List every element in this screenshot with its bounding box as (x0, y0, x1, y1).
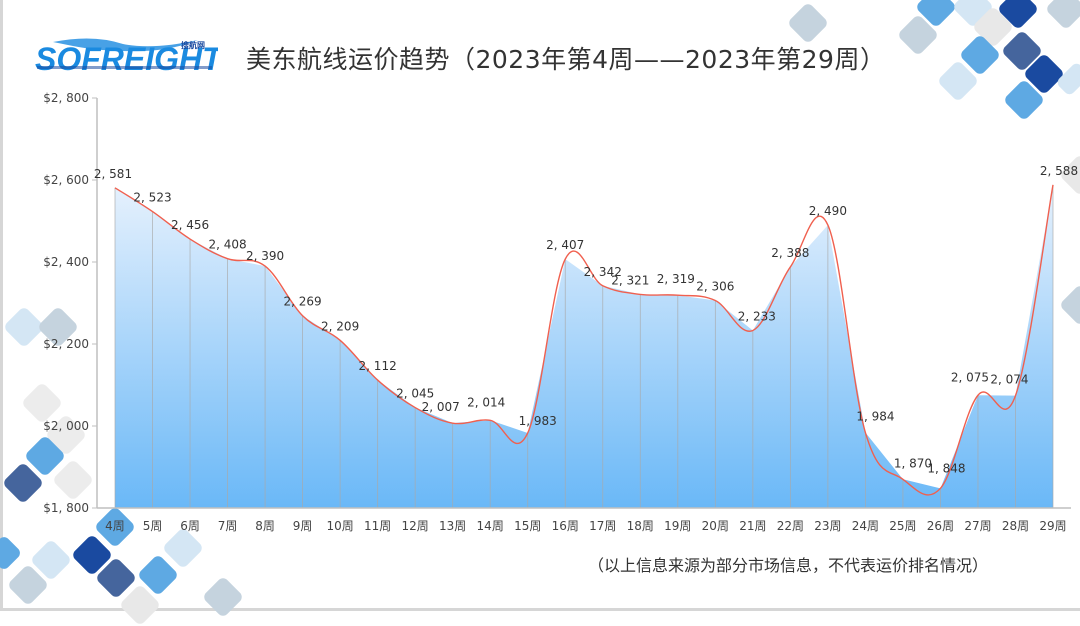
x-tick-label: 6周 (180, 519, 200, 533)
x-tick-label: 15周 (514, 519, 541, 533)
data-label: 2, 007 (422, 400, 460, 414)
y-tick-label: $1, 800 (43, 501, 89, 515)
x-tick-label: 29周 (1039, 519, 1066, 533)
x-tick-label: 5周 (143, 519, 163, 533)
x-tick-label: 11周 (364, 519, 391, 533)
y-axis: $1, 800 $2, 000 $2, 200 $2, 400 $2, 600 $2, 8… (43, 91, 98, 515)
data-label: 1, 870 (894, 456, 932, 470)
data-label: 2, 233 (738, 309, 776, 323)
data-label: 2, 306 (696, 280, 734, 294)
x-tick-label: 22周 (777, 519, 804, 533)
data-label: 1, 848 (927, 461, 965, 475)
area-fill (115, 184, 1053, 509)
data-label: 1, 983 (519, 414, 557, 428)
data-label: 2, 112 (359, 359, 397, 373)
chart-title: 美东航线运价趋势（2023年第4周——2023年第29周） (246, 45, 886, 74)
data-label: 2, 581 (94, 167, 132, 181)
x-tick-label: 26周 (927, 519, 954, 533)
y-tick-label: $2, 800 (43, 91, 89, 105)
x-tick-label: 10周 (326, 519, 353, 533)
y-tick-label: $2, 600 (43, 173, 89, 187)
area-chart: $1, 800 $2, 000 $2, 200 $2, 400 $2, 600 $2, 8… (43, 91, 1078, 533)
x-axis: 4周 5周 6周 7周 8周 9周 10周 11周 12周 13周 14周 15周 16周 17周 18周 1… (97, 507, 1071, 533)
x-tick-label: 4周 (105, 519, 125, 533)
data-label: 2, 390 (246, 249, 284, 263)
x-tick-label: 23周 (814, 519, 841, 533)
x-tick-label: 16周 (552, 519, 579, 533)
x-tick-label: 18周 (627, 519, 654, 533)
data-label: 2, 209 (321, 319, 359, 333)
data-label: 2, 319 (657, 272, 695, 286)
data-label: 2, 588 (1040, 164, 1078, 178)
x-tick-label: 20周 (702, 519, 729, 533)
y-tick-label: $2, 200 (43, 337, 89, 351)
x-tick-label: 8周 (255, 519, 275, 533)
data-label: 2, 321 (611, 273, 649, 287)
x-tick-label: 25周 (889, 519, 916, 533)
data-label: 2, 523 (133, 191, 171, 205)
logo-subtext: 搜航网 (181, 40, 205, 50)
x-tick-label: 19周 (664, 519, 691, 533)
x-tick-label: 7周 (218, 519, 238, 533)
y-tick-label: $2, 000 (43, 419, 89, 433)
data-label: 2, 490 (809, 204, 847, 218)
data-label: 2, 342 (584, 265, 622, 279)
data-label: 2, 408 (208, 238, 246, 252)
x-tick-label: 9周 (293, 519, 313, 533)
source-note: （以上信息来源为部分市场信息，不代表运价排名情况） (588, 556, 989, 575)
data-label: 2, 407 (546, 238, 584, 252)
data-label: 2, 269 (284, 295, 322, 309)
y-tick-label: $2, 400 (43, 255, 89, 269)
data-label: 2, 388 (771, 246, 809, 260)
x-tick-label: 28周 (1002, 519, 1029, 533)
data-label: 2, 014 (467, 395, 505, 409)
data-label: 2, 075 (951, 370, 989, 384)
logo-text-so: SOFREIGHT (35, 41, 218, 76)
data-label: 2, 074 (990, 373, 1028, 387)
data-label: 2, 045 (396, 387, 434, 401)
x-tick-label: 12周 (402, 519, 429, 533)
data-label: 2, 456 (171, 218, 209, 232)
drop-lines (114, 184, 1054, 508)
x-tick-label: 13周 (439, 519, 466, 533)
data-label: 1, 984 (856, 410, 894, 424)
x-tick-label: 14周 (477, 519, 504, 533)
x-tick-label: 24周 (852, 519, 879, 533)
x-tick-label: 27周 (964, 519, 991, 533)
sofreight-logo: SOFREIGHT 搜航网 (33, 36, 224, 77)
price-line (114, 184, 1054, 496)
x-tick-label: 17周 (589, 519, 616, 533)
x-tick-label: 21周 (739, 519, 766, 533)
